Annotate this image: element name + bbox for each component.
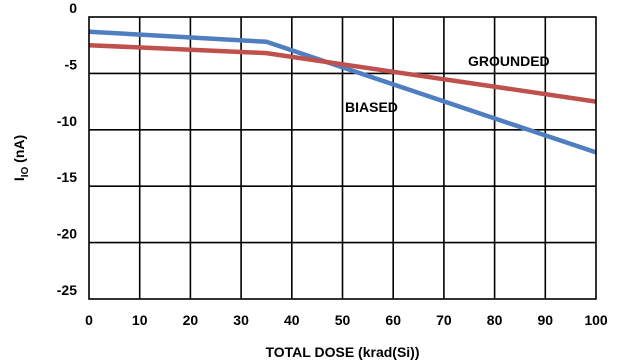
x-tick-label: 70 <box>436 312 452 328</box>
y-tick-label: -5 <box>65 56 78 72</box>
x-tick-label: 40 <box>284 312 300 328</box>
grid <box>89 17 596 299</box>
series-labels: BIASED GROUNDED <box>345 53 550 115</box>
y-axis-title-unit: (nA) <box>11 135 27 167</box>
series-label-grounded: GROUNDED <box>468 53 550 69</box>
y-axis-title: IIO (nA) <box>11 135 31 181</box>
x-tick-label: 20 <box>183 312 199 328</box>
y-tick-label: 0 <box>69 0 77 16</box>
y-tick-labels: 0 -5 -10 -15 -20 -25 <box>57 0 77 298</box>
series-label-biased: BIASED <box>345 99 398 115</box>
x-tick-label: 90 <box>538 312 554 328</box>
x-tick-label: 100 <box>584 312 608 328</box>
series-line-grounded <box>88 42 597 104</box>
x-tick-label: 50 <box>335 312 351 328</box>
y-tick-label: -25 <box>57 282 77 298</box>
y-tick-label: -15 <box>57 169 77 185</box>
series-line-biased <box>88 29 597 155</box>
x-tick-labels: 0 10 20 30 40 50 60 70 80 90 100 <box>85 312 608 328</box>
y-tick-label: -10 <box>57 113 77 129</box>
series-lines <box>88 29 597 155</box>
x-axis-title: TOTAL DOSE (krad(Si)) <box>265 344 419 360</box>
y-axis-title-main: I <box>11 177 27 181</box>
plot-frame <box>88 16 597 300</box>
x-tick-label: 80 <box>487 312 503 328</box>
x-tick-label: 60 <box>385 312 401 328</box>
y-axis-title-subscript: IO <box>20 167 31 178</box>
x-tick-label: 30 <box>233 312 249 328</box>
x-tick-label: 0 <box>85 312 93 328</box>
x-tick-label: 10 <box>132 312 148 328</box>
y-tick-label: -20 <box>57 226 77 242</box>
